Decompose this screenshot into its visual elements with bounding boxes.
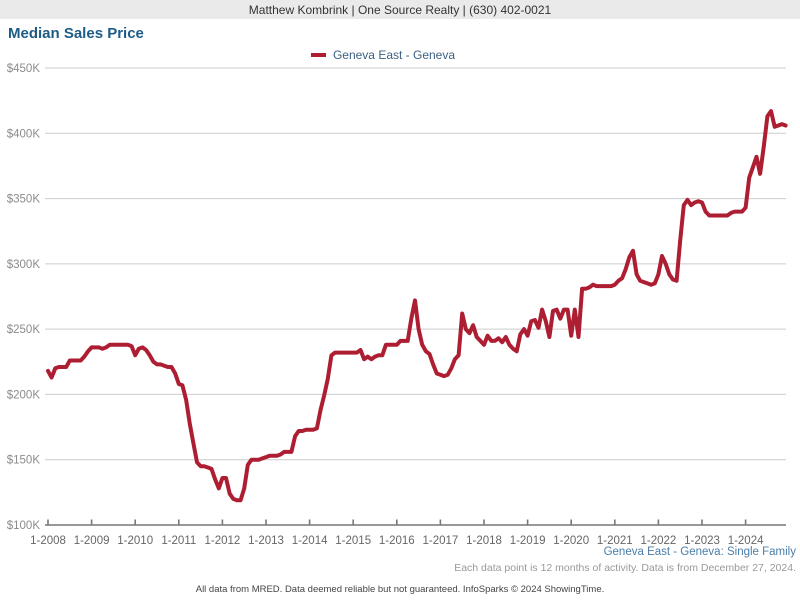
x-tick-label: 1-2008 (30, 535, 66, 547)
x-tick-label: 1-2019 (510, 535, 546, 547)
chart-legend: Geneva East - Geneva (0, 47, 783, 63)
x-tick-label: 1-2022 (640, 535, 676, 547)
y-tick-label: $100K (7, 520, 41, 532)
x-tick-label: 1-2013 (248, 535, 284, 547)
y-tick-label: $400K (7, 128, 41, 140)
x-tick-label: 1-2021 (597, 535, 633, 547)
price-line-series (46, 109, 788, 503)
y-tick-label: $350K (7, 194, 41, 206)
legend-series-label: Geneva East - Geneva (332, 48, 456, 62)
x-tick-label: 1-2009 (74, 535, 110, 547)
x-tick-label: 1-2023 (684, 535, 720, 547)
x-tick-label: 1-2016 (379, 535, 415, 547)
median-sales-price-chart: $100K $150K $200K $250K $300K $350K $400K $450K… (7, 63, 788, 547)
x-tick-label: 1-2024 (728, 535, 764, 547)
y-tick-label: $450K (7, 63, 41, 75)
x-tick-label: 1-2015 (335, 535, 371, 547)
x-tick-label: 1-2020 (553, 535, 589, 547)
x-tick-label: 1-2018 (466, 535, 502, 547)
x-tick-label: 1-2017 (422, 535, 458, 547)
y-tick-label: $150K (7, 455, 41, 467)
x-tick-label: 1-2011 (161, 535, 196, 547)
header-bar: Matthew Kombrink | One Source Realty | (… (0, 0, 800, 19)
y-tick-label: $300K (7, 259, 41, 271)
footer-disclaimer: All data from MRED. Data deemed reliable… (195, 584, 605, 595)
y-tick-label: $250K (7, 324, 41, 336)
footer-data-note: Each data point is 12 months of activity… (454, 562, 796, 574)
page-title: Median Sales Price (8, 25, 144, 42)
legend-line-swatch (310, 53, 326, 57)
footer-series-note: Geneva East - Geneva: Single Family (603, 546, 796, 558)
x-tick-label: 1-2010 (117, 535, 153, 547)
x-tick-label: 1-2012 (204, 535, 240, 547)
agent-contact-text: Matthew Kombrink | One Source Realty | (… (248, 2, 552, 17)
y-tick-label: $200K (7, 389, 41, 401)
x-tick-label: 1-2014 (292, 535, 328, 547)
